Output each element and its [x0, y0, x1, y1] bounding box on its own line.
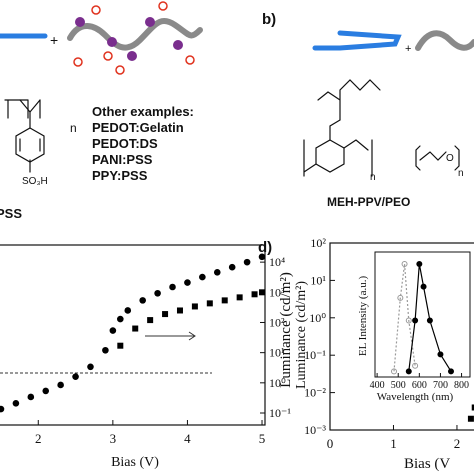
spectrum-point: [412, 317, 419, 324]
data-point: [259, 289, 266, 296]
data-point: [213, 269, 221, 276]
y-tick-label: 10³: [269, 285, 285, 299]
example: PEDOT:Gelatin: [92, 120, 184, 135]
data-point: [206, 300, 213, 307]
y-tick-label: 10⁴: [269, 255, 285, 269]
data-point: [236, 294, 243, 301]
data-point: [258, 253, 266, 261]
y-tick-label: 10¹: [310, 273, 326, 287]
data-point: [117, 315, 124, 323]
data-point: [124, 307, 132, 314]
x-tick-label: 0: [327, 436, 334, 451]
y-tick-label: 10²: [310, 236, 326, 250]
data-point: [27, 393, 35, 401]
data-point: [109, 327, 117, 334]
x-tick-label: 3: [110, 431, 117, 446]
plot-frame: [329, 242, 474, 431]
data-point: [467, 415, 474, 422]
arrow: [145, 331, 196, 341]
panel-b-art: +: [303, 30, 474, 177]
data-point: [72, 373, 79, 380]
example: PEDOT:DS: [92, 136, 158, 151]
data-point: [87, 363, 94, 371]
inset-x-label: Wavelength (nm): [377, 391, 454, 403]
data-point: [139, 297, 146, 304]
inset-x-tick-label: 400: [370, 380, 385, 391]
x-tick-label: 2: [35, 431, 42, 446]
y-tick-label: 10⁰: [309, 311, 326, 325]
x-tick-label: 2: [454, 436, 461, 451]
spectrum-point: [448, 368, 454, 375]
inset-y-label: EL Intensity (a.u.): [357, 276, 369, 357]
data-point: [162, 311, 169, 318]
y-tick-label: 10⁻²: [304, 386, 326, 400]
example: PPY:PSS: [92, 168, 148, 183]
repeat-n: n: [70, 121, 77, 135]
y-tick-label: 10¹: [269, 346, 285, 360]
data-point: [154, 289, 161, 297]
y-tick-label: 10⁰: [269, 376, 286, 390]
substituent: SO₃H: [22, 176, 48, 187]
y-axis-label: Luminance (cd/m²): [278, 272, 294, 388]
oxygen: O: [446, 153, 454, 164]
data-point: [199, 273, 206, 281]
data-point: [251, 291, 258, 298]
panel-label: b): [262, 11, 276, 28]
data-point: [12, 399, 20, 407]
repeat-n: n: [458, 168, 464, 179]
data-point: [0, 405, 5, 413]
y-tick-label: 10⁻¹: [269, 406, 291, 420]
polymer-name: MEH-PPV/PEO: [327, 195, 410, 209]
plot-frame: [0, 244, 266, 426]
spectrum-point: [437, 351, 444, 358]
spectrum-point: [412, 362, 419, 369]
data-point: [221, 297, 228, 304]
data-point: [132, 325, 139, 332]
spectrum-point: [391, 368, 397, 375]
x-tick-label: 1: [390, 436, 397, 451]
example: PANI:PSS: [92, 152, 153, 167]
spectrum-line: [393, 263, 416, 372]
spectrum-point: [405, 368, 412, 375]
spectrum-point: [401, 261, 408, 267]
spectrum-point: [397, 294, 404, 301]
y-tick-label: 10²: [269, 315, 285, 329]
data-point: [228, 263, 236, 271]
spectrum-point: [405, 317, 412, 324]
data-point: [147, 317, 154, 324]
spectrum-point: [420, 283, 427, 290]
x-axis-label: Bias (V: [404, 456, 450, 472]
x-tick-label: 5: [259, 431, 266, 446]
spectrum-point: [416, 261, 423, 267]
data-point: [471, 404, 474, 411]
inset-frame: [374, 251, 471, 378]
panel-a-art: +: [0, 1, 203, 173]
data-point: [184, 279, 191, 286]
data-point: [57, 381, 64, 389]
svg-text:+: +: [405, 43, 411, 55]
polymer-name: PSS: [0, 206, 22, 221]
inset-x-tick-label: 700: [433, 380, 448, 391]
data-point: [42, 387, 50, 395]
svg-text:+: +: [50, 32, 58, 48]
data-point: [176, 307, 183, 314]
data-point: [169, 283, 176, 291]
x-tick-label: 4: [184, 431, 191, 446]
examples-title: Other examples:: [92, 104, 194, 119]
spectrum-point: [426, 317, 433, 324]
inset-x-tick-label: 600: [412, 380, 427, 391]
x-axis-label: Bias (V): [111, 455, 159, 470]
y-tick-label: 10⁻³: [304, 423, 326, 437]
y-axis-label: Luminance (cd/m²): [294, 281, 309, 389]
repeat-n: n: [370, 172, 376, 183]
data-point: [117, 342, 124, 349]
y-tick-label: 10⁻¹: [304, 348, 326, 362]
data-point: [243, 258, 251, 266]
inset-x-tick-label: 500: [391, 380, 406, 391]
data-point: [102, 346, 109, 354]
data-point: [191, 303, 198, 310]
inset-x-tick-label: 800: [454, 380, 469, 391]
